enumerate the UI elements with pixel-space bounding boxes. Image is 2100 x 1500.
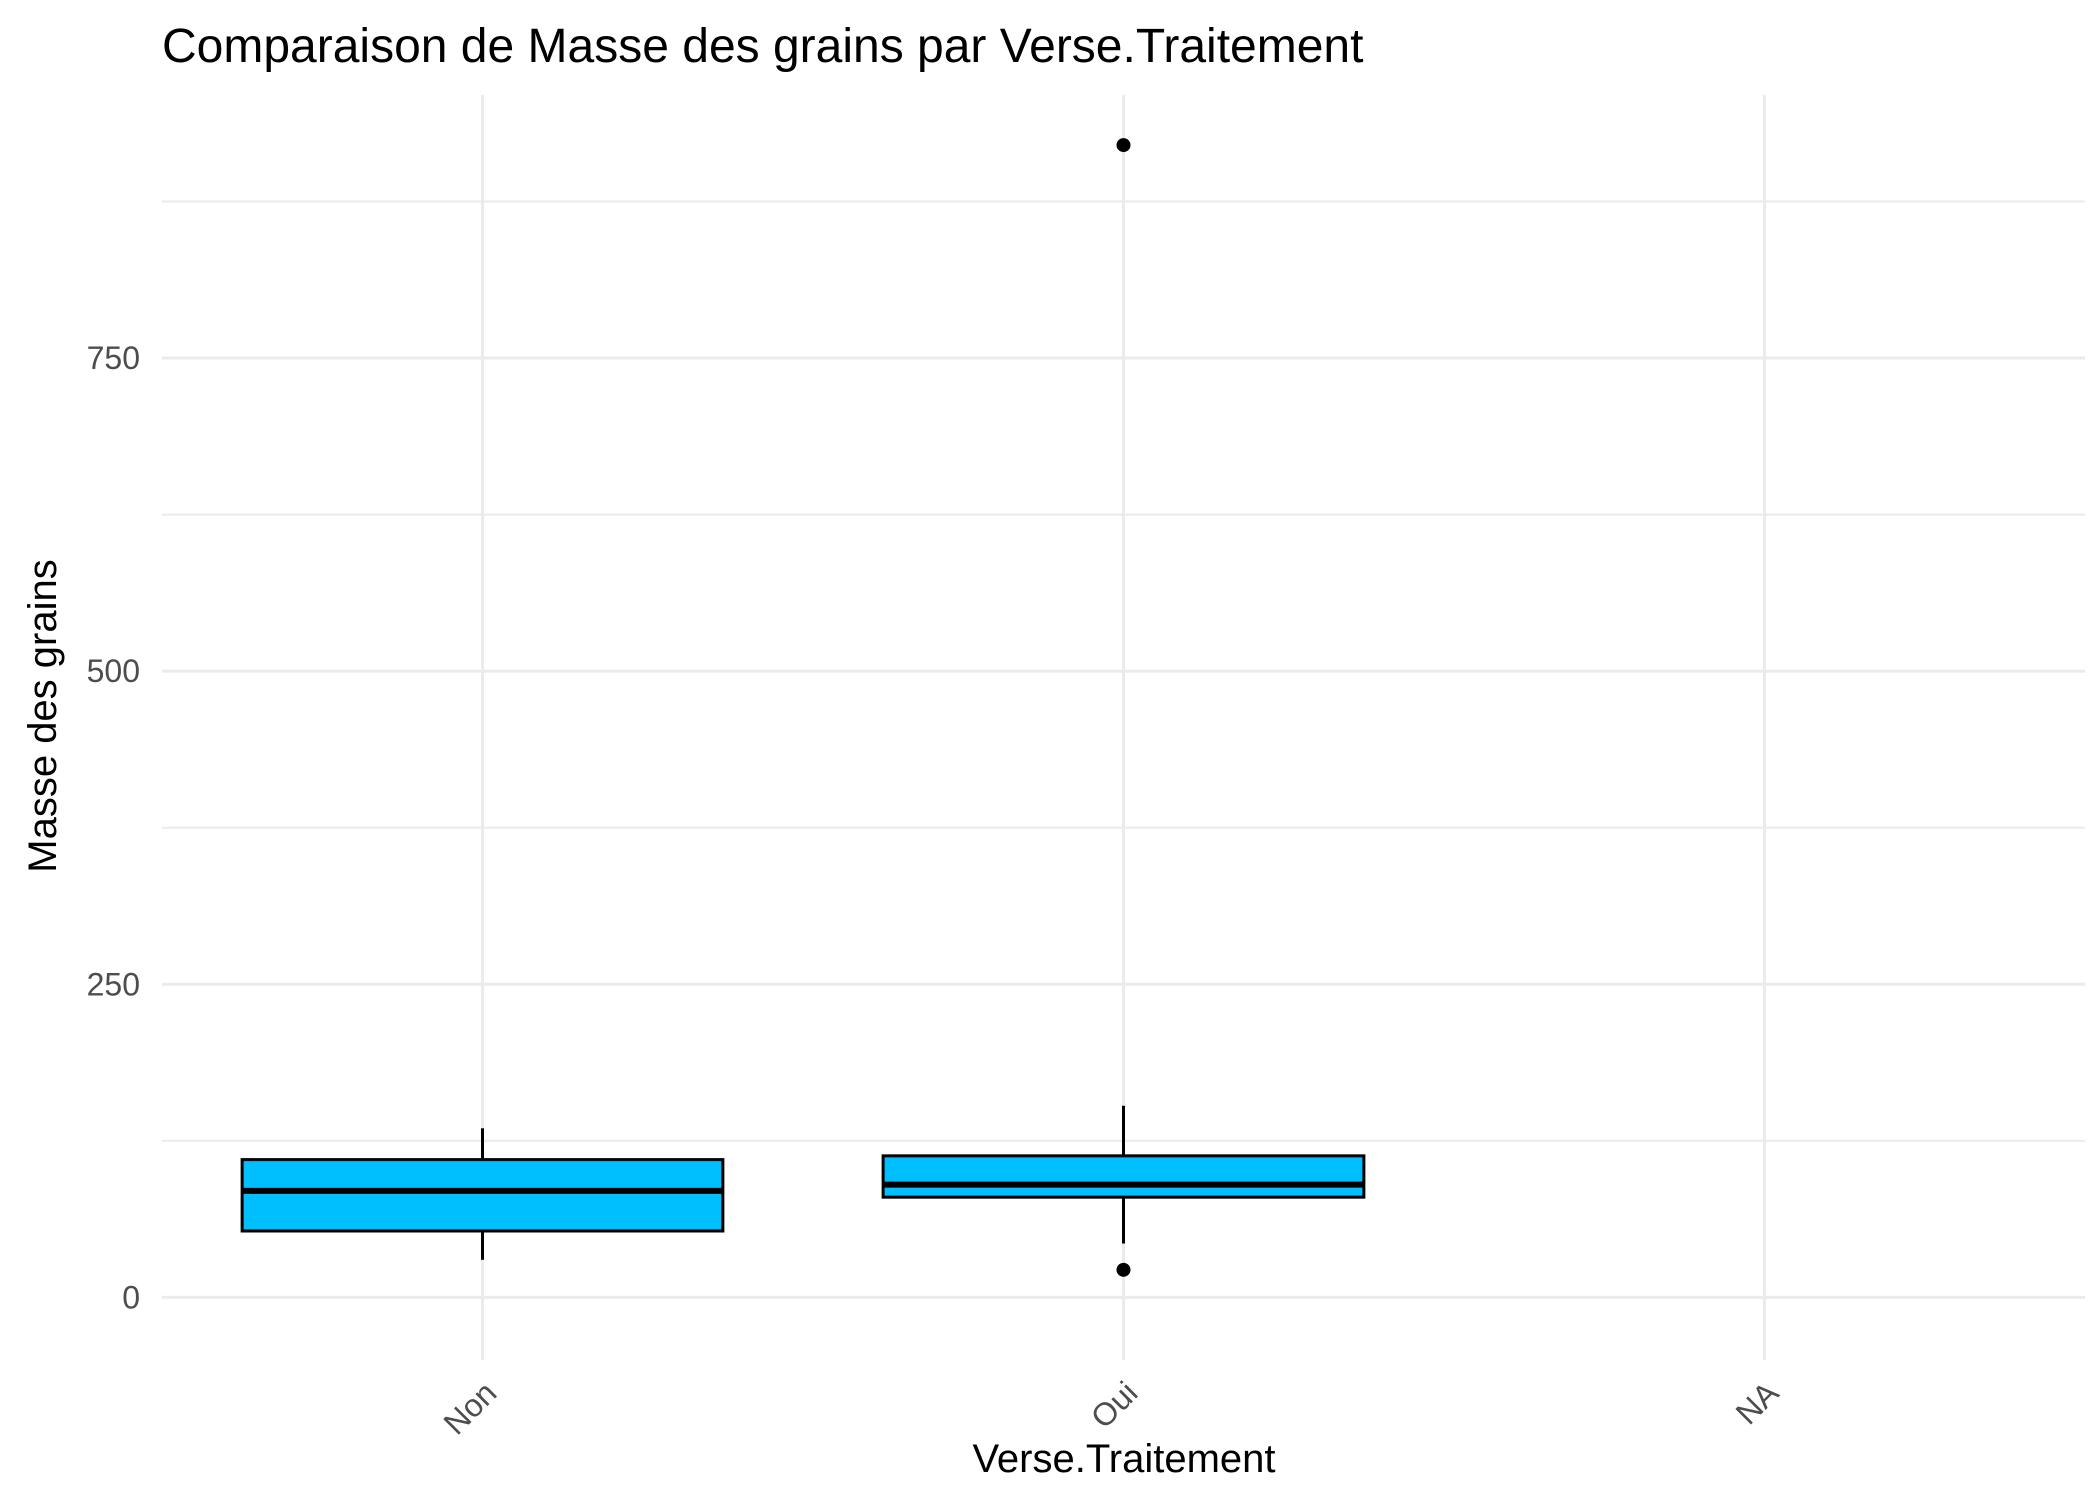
iqr-box bbox=[240, 1158, 725, 1233]
y-tick-label: 0 bbox=[122, 1279, 140, 1315]
chart-title: Comparaison de Masse des grains par Vers… bbox=[162, 20, 1363, 73]
outlier-point bbox=[1116, 1262, 1131, 1277]
iqr-box bbox=[881, 1154, 1366, 1199]
y-tick-label: 750 bbox=[87, 340, 140, 376]
x-axis-title: Verse.Traitement bbox=[972, 1437, 1275, 1481]
boxes bbox=[240, 138, 1366, 1277]
box-non bbox=[240, 1128, 725, 1260]
y-tick-label: 250 bbox=[87, 966, 140, 1002]
box-oui bbox=[881, 138, 1366, 1277]
y-tick-label: 500 bbox=[87, 653, 140, 689]
x-tick-label: Non bbox=[436, 1374, 503, 1441]
y-axis-ticks: 0 250 500 750 bbox=[87, 340, 140, 1315]
x-axis-ticks: Non Oui NA bbox=[436, 1374, 1785, 1441]
x-tick-label: Oui bbox=[1084, 1374, 1145, 1435]
outlier-point bbox=[1116, 138, 1131, 153]
y-axis-title: Masse des grains bbox=[21, 559, 65, 872]
x-tick-label: NA bbox=[1729, 1374, 1786, 1431]
